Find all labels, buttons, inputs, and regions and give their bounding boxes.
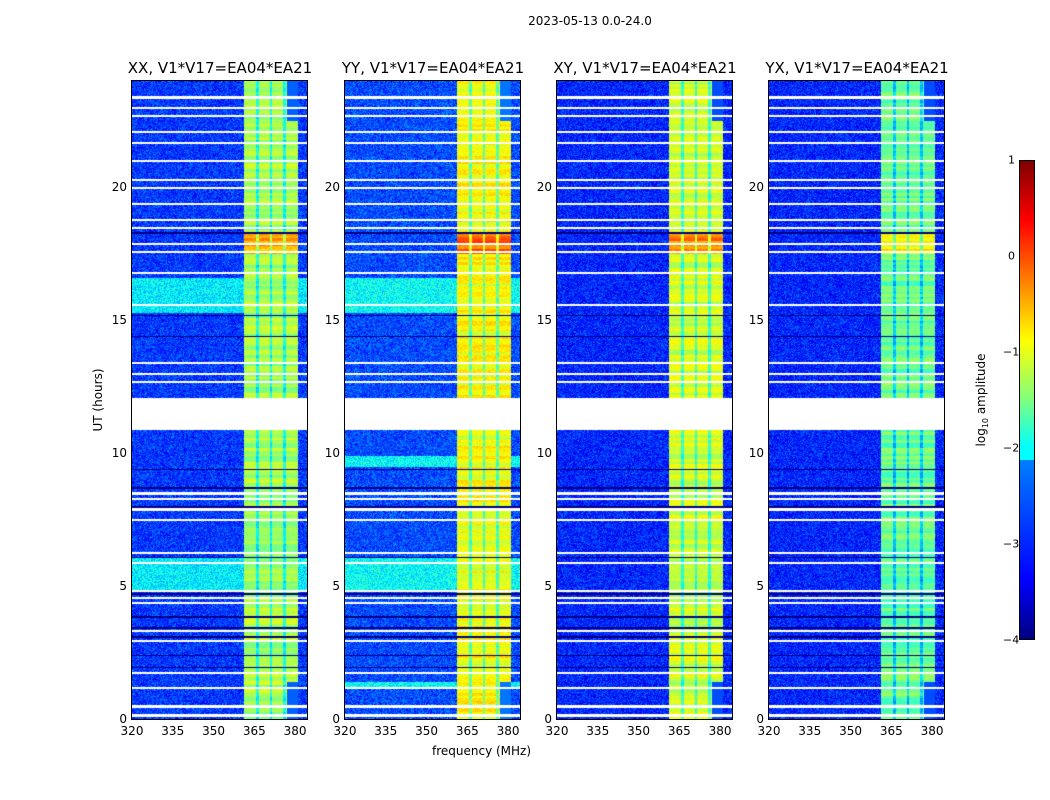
x-tick-label: 350 (202, 724, 225, 738)
colorbar-tick-label: 0 (1008, 249, 1015, 263)
y-tick-label: 5 (119, 579, 127, 594)
y-tick-label: 20 (748, 180, 764, 195)
x-tick-label: 320 (545, 724, 569, 738)
y-tick-label: 0 (756, 712, 764, 726)
y-tick-label: 5 (756, 579, 764, 594)
colorbar (1019, 160, 1035, 640)
x-axis-label: frequency (MHz) (432, 744, 532, 758)
y-tick-label: 15 (748, 313, 764, 328)
y-axis-label: UT (hours) (91, 368, 105, 432)
colorbar-tick-label: −3 (1003, 537, 1020, 551)
x-tick-label: 380 (708, 724, 732, 738)
y-tick-label: 15 (536, 313, 552, 328)
x-tick-label: 335 (161, 724, 185, 738)
x-tick-label: 335 (374, 724, 398, 738)
x-tick-label: 365 (667, 724, 691, 738)
heatmap-image (769, 81, 944, 719)
heatmap-image (345, 81, 520, 719)
panel-title: YY, V1*V17=EA04*EA21 (341, 59, 525, 77)
panel-title: YX, V1*V17=EA04*EA21 (765, 59, 949, 77)
x-tick-label: 380 (283, 724, 307, 738)
x-tick-label: 350 (839, 724, 862, 738)
x-tick-label: 365 (879, 724, 903, 738)
colorbar-tick-label: −1 (1003, 345, 1020, 359)
colorbar-tick-label: 1 (1008, 153, 1015, 167)
x-tick-label: 320 (757, 724, 781, 738)
y-tick-label: 0 (544, 712, 552, 726)
colorbar-tick-label: −2 (1003, 441, 1020, 455)
colorbar-label: log10 amplitude (973, 353, 991, 447)
y-tick-label: 10 (536, 446, 552, 461)
y-tick-label: 5 (544, 579, 552, 594)
y-tick-label: 20 (111, 180, 127, 195)
colorbar-tick-label: −4 (1003, 633, 1020, 647)
y-tick-label: 20 (324, 180, 340, 195)
x-tick-label: 365 (242, 724, 266, 738)
x-tick-label: 335 (586, 724, 610, 738)
panel-title: XY, V1*V17=EA04*EA21 (553, 59, 737, 77)
heatmap-panel (131, 80, 308, 720)
x-tick-label: 380 (496, 724, 520, 738)
figure-title: 2023-05-13 0.0-24.0 (528, 14, 652, 28)
x-tick-label: 350 (415, 724, 438, 738)
x-tick-label: 320 (333, 724, 357, 738)
y-tick-label: 10 (111, 446, 127, 461)
y-tick-label: 5 (332, 579, 340, 594)
x-tick-label: 365 (455, 724, 479, 738)
heatmap-panel (344, 80, 521, 720)
y-tick-label: 10 (324, 446, 340, 461)
heatmap-panel (556, 80, 733, 720)
y-tick-label: 10 (748, 446, 764, 461)
x-tick-label: 350 (627, 724, 650, 738)
heatmap-panel (768, 80, 945, 720)
x-tick-label: 380 (920, 724, 944, 738)
y-tick-label: 15 (111, 313, 127, 328)
x-tick-label: 335 (798, 724, 822, 738)
y-tick-label: 20 (536, 180, 552, 195)
y-tick-label: 0 (332, 712, 340, 726)
heatmap-image (132, 81, 307, 719)
panel-title: XX, V1*V17=EA04*EA21 (127, 59, 313, 77)
y-tick-label: 0 (119, 712, 127, 726)
heatmap-image (557, 81, 732, 719)
x-tick-label: 320 (120, 724, 144, 738)
y-tick-label: 15 (324, 313, 340, 328)
